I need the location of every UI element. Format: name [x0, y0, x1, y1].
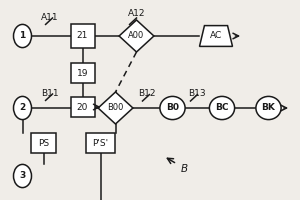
Text: A12: A12: [128, 9, 145, 19]
Bar: [86, 133, 115, 153]
Text: BK: BK: [262, 104, 275, 112]
Text: 2: 2: [20, 104, 26, 112]
Text: B12: B12: [138, 90, 156, 98]
Text: 21: 21: [77, 31, 88, 40]
Text: B00: B00: [107, 104, 124, 112]
Text: P'S': P'S': [92, 138, 109, 148]
Text: B13: B13: [188, 90, 205, 98]
Text: B11: B11: [41, 90, 58, 98]
Text: B: B: [181, 164, 188, 174]
Bar: [32, 133, 56, 153]
Bar: [70, 97, 94, 117]
Text: PS: PS: [38, 138, 49, 148]
Text: 19: 19: [77, 68, 88, 77]
Ellipse shape: [160, 96, 185, 120]
Bar: [70, 63, 94, 83]
Ellipse shape: [14, 96, 32, 120]
Polygon shape: [200, 26, 232, 46]
Text: 20: 20: [77, 102, 88, 112]
Text: AC: AC: [210, 31, 222, 40]
Ellipse shape: [14, 164, 32, 188]
Ellipse shape: [14, 24, 32, 48]
Text: 1: 1: [20, 31, 26, 40]
Text: BC: BC: [215, 104, 229, 112]
Text: A00: A00: [128, 31, 145, 40]
Ellipse shape: [256, 96, 281, 120]
Polygon shape: [98, 92, 133, 124]
Text: B0: B0: [166, 104, 179, 112]
Text: 3: 3: [20, 171, 26, 180]
Ellipse shape: [209, 96, 235, 120]
Bar: [70, 24, 94, 48]
Text: A11: A11: [41, 12, 58, 21]
Polygon shape: [119, 20, 154, 52]
